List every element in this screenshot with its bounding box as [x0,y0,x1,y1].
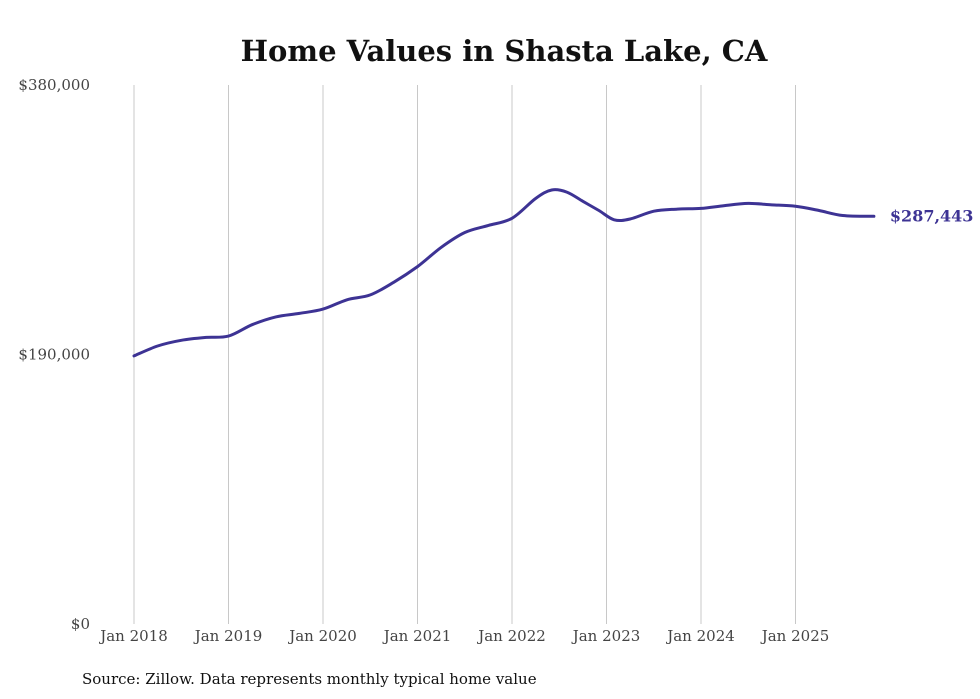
data-point [675,207,679,211]
y-tick-label: $380,000 [18,76,90,94]
data-point [321,307,325,311]
source-note: Source: Zillow. Data represents monthly … [82,670,537,688]
x-tick-label: Jan 2020 [287,627,357,645]
data-point [416,265,420,269]
data-point [534,196,538,200]
y-axis-ticks: $0 $190,000 $380,000 [18,76,90,633]
data-point [179,338,183,342]
end-value-label: $287,443 [890,206,974,225]
x-tick-label: Jan 2019 [193,627,263,645]
data-point [510,216,514,220]
x-tick-label: Jan 2021 [382,627,452,645]
data-point [628,217,632,221]
data-point [597,209,601,213]
y-tick-label: $0 [71,615,90,633]
data-point [817,209,821,213]
data-point [550,188,554,192]
series-layer [132,188,876,358]
data-point [723,204,727,208]
data-point [486,223,490,227]
data-point [439,245,443,249]
data-point [872,214,876,218]
x-tick-label: Jan 2025 [760,627,830,645]
data-point [250,323,254,327]
data-point [227,334,231,338]
data-point [699,206,703,210]
data-point [565,190,569,194]
data-point [841,213,845,217]
data-point [770,203,774,207]
data-point [297,311,301,315]
series-line-0 [132,188,876,358]
data-point [156,344,160,348]
y-tick-label: $190,000 [18,346,90,364]
x-axis-ticks: Jan 2018 Jan 2019 Jan 2020 Jan 2021 Jan 2022… [98,627,829,645]
data-point [652,209,656,213]
gridlines [133,85,796,624]
x-tick-label: Jan 2023 [571,627,641,645]
data-point [612,218,616,222]
x-tick-label: Jan 2022 [476,627,546,645]
data-point [794,204,798,208]
data-point [463,231,467,235]
data-point [203,335,207,339]
data-point [746,201,750,205]
data-point [581,199,585,203]
x-tick-label: Jan 2018 [98,627,168,645]
data-point [368,293,372,297]
data-point [345,298,349,302]
data-point [132,354,136,358]
data-point [274,315,278,319]
data-point [392,280,396,284]
chart-title: Home Values in Shasta Lake, CA [241,34,768,68]
x-tick-label: Jan 2024 [665,627,735,645]
